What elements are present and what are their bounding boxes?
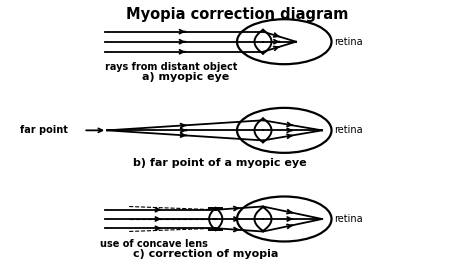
Text: b) far point of a myopic eye: b) far point of a myopic eye [133,158,307,168]
Text: retina: retina [334,214,363,224]
Text: use of concave lens: use of concave lens [100,239,208,249]
Text: rays from distant object: rays from distant object [105,61,237,72]
Text: retina: retina [334,37,363,47]
Text: retina: retina [334,125,363,135]
Text: Myopia correction diagram: Myopia correction diagram [126,7,348,22]
Text: c) correction of myopia: c) correction of myopia [133,250,278,259]
Text: a) myopic eye: a) myopic eye [143,72,230,82]
Text: far point: far point [19,125,67,135]
